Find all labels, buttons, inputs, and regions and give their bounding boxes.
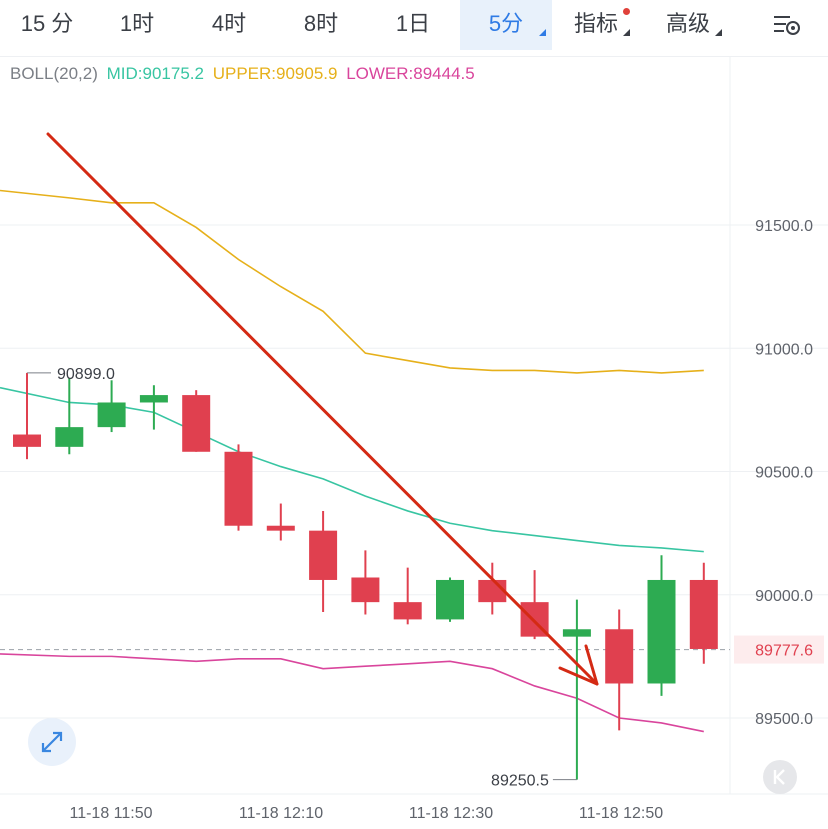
boll-legend: BOLL(20,2) MID:90175.2 UPPER:90905.9 LOW… [10,64,479,84]
chart-settings-icon[interactable] [772,12,802,38]
tab-label: 1日 [395,11,431,36]
boll-mid-line [0,386,704,553]
dropdown-triangle-icon [539,29,546,36]
notification-dot-icon [623,8,630,15]
min-price-label: 89250.5 [491,773,549,790]
candle-body [266,525,295,531]
y-tick-label: 91500.0 [755,218,813,235]
candle-body [605,629,634,684]
current-price-label: 89777.6 [755,643,813,660]
tab-5min[interactable]: 5分 [460,0,552,50]
dropdown-triangle-icon [623,29,630,36]
candle-body [393,602,422,620]
max-price-label: 90899.0 [57,366,115,383]
candle-body [55,427,84,447]
tab-4h[interactable]: 4时 [186,0,272,50]
candle-body [13,434,41,447]
tab-8h[interactable]: 8时 [278,0,364,50]
boll-mid-value: MID:90175.2 [106,64,204,83]
candlestick-chart[interactable]: 91500.0 91000.0 90500.0 90000.0 89500.0 11-18… [0,56,828,829]
candle-body [689,579,718,649]
scroll-to-latest-icon[interactable] [763,760,797,794]
expand-icon[interactable] [28,718,76,766]
candle-body [224,451,253,526]
candle-body [97,402,126,428]
candle-body [182,395,211,452]
tab-1h[interactable]: 1时 [94,0,180,50]
timeframe-tabbar: 15 分 1时 4时 8时 1日 5分 指标 高级 [0,0,828,57]
x-tick-label: 11-18 11:50 [69,805,152,822]
x-tick-label: 11-18 12:50 [579,805,663,822]
boll-lower-line [0,653,704,733]
y-tick-label: 90000.0 [755,588,813,605]
candle-body [647,579,676,684]
y-tick-label: 91000.0 [755,341,813,358]
tab-label: 8时 [303,11,339,36]
tab-15min[interactable]: 15 分 [4,0,90,50]
candle-body [139,395,168,403]
dropdown-triangle-icon [715,29,722,36]
tab-indicators[interactable]: 指标 [556,0,636,50]
tab-label: 15 分 [20,11,74,36]
tab-1d[interactable]: 1日 [370,0,456,50]
candle-body [436,579,464,620]
boll-upper-line [0,189,704,374]
candle-body [562,629,591,637]
tab-label: 5分 [488,11,524,36]
tab-advanced[interactable]: 高级 [648,0,728,50]
candle-body [351,577,380,603]
candle-body [478,579,507,603]
tab-label: 高级 [665,11,710,36]
current-price-tag [734,635,824,664]
x-tick-label: 11-18 12:10 [239,805,323,822]
y-tick-label: 90500.0 [755,465,813,482]
trend-arrowhead [558,644,599,686]
y-tick-label: 89500.0 [755,711,813,728]
boll-name: BOLL(20,2) [10,64,98,83]
candle-body [309,530,338,580]
trend-arrow-line [46,132,599,686]
boll-lower-value: LOWER:89444.5 [346,64,475,83]
x-tick-label: 11-18 12:30 [409,805,493,822]
tab-label: 1时 [119,11,155,36]
boll-upper-value: UPPER:90905.9 [212,64,338,83]
tab-label: 指标 [573,11,618,36]
tab-label: 4时 [211,11,247,36]
